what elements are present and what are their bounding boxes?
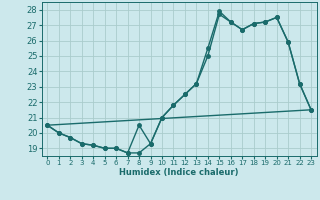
X-axis label: Humidex (Indice chaleur): Humidex (Indice chaleur)	[119, 168, 239, 177]
